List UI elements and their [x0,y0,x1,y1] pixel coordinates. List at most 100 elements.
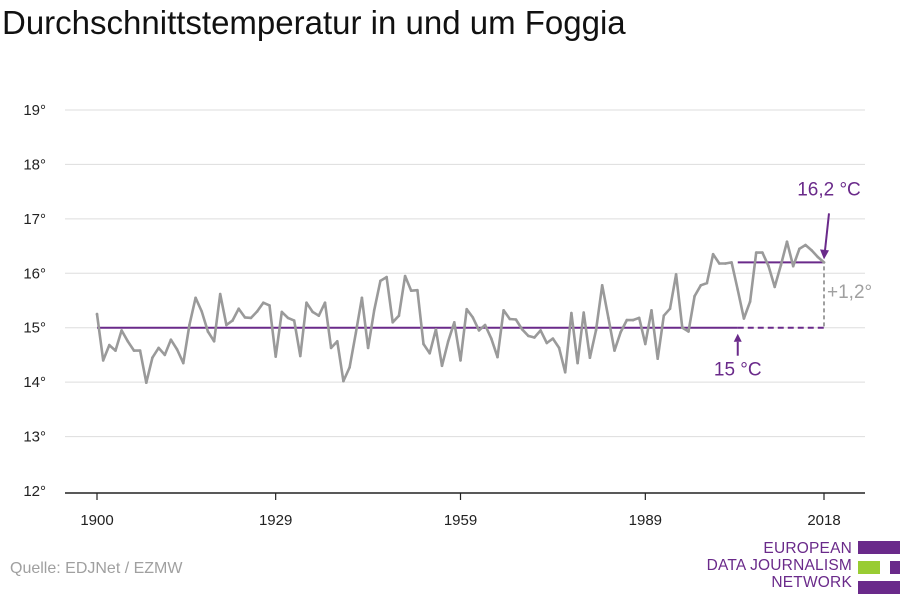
data-point [625,318,629,322]
data-point [397,314,401,318]
data-point [588,356,592,360]
data-point [95,312,99,316]
source-note: Quelle: EDJNet / EZMW [10,560,183,577]
data-point [502,309,505,312]
logo-line-2: DATA JOURNALISM [706,557,852,574]
data-point [391,321,395,324]
data-point [120,329,123,332]
data-point [151,356,154,360]
y-tick-label: 15° [23,320,46,337]
data-point [372,309,376,312]
x-tick-label: 2018 [807,512,840,529]
data-point [366,346,370,350]
data-point [108,343,111,347]
data-point [736,288,739,291]
data-point [477,329,481,332]
data-point [379,279,382,283]
y-tick-label: 17° [23,211,46,228]
data-point [761,251,764,254]
data-point [317,314,321,318]
data-point [539,329,542,332]
annotations: 15 °C 16,2 °C +1,2° [714,179,872,380]
data-point [570,311,573,315]
data-point [711,252,715,256]
data-point [169,338,173,342]
data-point [742,317,746,320]
data-point [114,349,117,352]
data-point [163,353,167,357]
data-point [132,349,136,352]
data-point [514,318,518,321]
data-point [471,316,475,319]
x-tick-label: 1929 [259,512,292,529]
data-point [145,381,148,385]
data-point [508,317,512,321]
data-point [329,346,333,350]
y-tick-label: 19° [23,102,46,119]
data-point [730,261,733,264]
data-point [299,354,302,358]
data-point [175,348,179,351]
data-point [496,355,499,359]
data-point [126,340,130,343]
data-point [182,361,185,365]
baseline-arrow-head-icon [733,333,742,342]
data-point [545,341,549,345]
data-point [681,326,684,330]
data-point [650,309,653,312]
data-point [668,307,672,311]
data-point [798,247,801,251]
data-point [194,296,197,300]
data-point [483,323,487,327]
data-point [804,243,807,247]
reference-lines [97,261,825,329]
recent-arrow-head-icon [820,249,829,260]
data-point [459,359,462,362]
data-point [687,330,690,333]
data-point [785,240,789,243]
recent-label: 16,2 °C [797,179,861,200]
x-axis-ticks: 1900 1929 1959 1989 2018 [80,493,841,529]
data-point [810,249,813,252]
data-point [607,316,610,320]
y-tick-label: 13° [23,429,46,446]
data-point [490,337,493,340]
data-point [428,352,432,355]
y-tick-label: 12° [23,483,46,500]
data-point [268,304,271,307]
data-point [403,274,407,278]
data-point [644,342,647,346]
data-point [311,310,314,314]
data-point [323,301,327,305]
data-point [637,316,641,320]
logo-line-3: NETWORK [771,574,852,591]
data-point [699,284,703,287]
data-point [262,301,265,305]
data-point [434,328,438,331]
data-point [446,340,450,343]
data-point [274,355,278,358]
data-point [656,357,659,361]
data-point [822,261,826,264]
data-point [816,255,820,259]
data-point [453,321,456,324]
data-point [631,318,635,322]
data-point [600,284,604,287]
data-point [594,329,598,332]
data-point [748,300,752,303]
data-point [409,289,413,293]
data-point [724,262,727,265]
data-point [582,311,585,314]
data-point [354,331,358,335]
data-point [243,316,247,319]
data-point [662,314,666,318]
data-point [416,288,419,292]
data-point [619,330,622,334]
data-point [237,307,240,311]
data-point [718,262,721,265]
data-point [465,307,469,311]
data-point [280,310,284,314]
data-point [200,310,203,313]
delta-label: +1,2° [827,282,872,303]
data-point [138,349,142,352]
